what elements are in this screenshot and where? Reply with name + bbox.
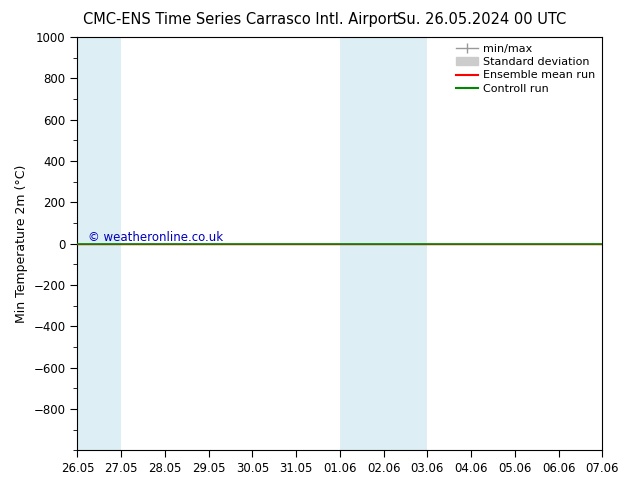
- Legend: min/max, Standard deviation, Ensemble mean run, Controll run: min/max, Standard deviation, Ensemble me…: [451, 39, 600, 98]
- Bar: [77, 37, 121, 450]
- Text: CMC-ENS Time Series Carrasco Intl. Airport: CMC-ENS Time Series Carrasco Intl. Airpo…: [83, 12, 399, 27]
- Bar: [340, 37, 427, 450]
- Text: Su. 26.05.2024 00 UTC: Su. 26.05.2024 00 UTC: [398, 12, 566, 27]
- Text: © weatheronline.co.uk: © weatheronline.co.uk: [88, 231, 223, 244]
- Y-axis label: Min Temperature 2m (°C): Min Temperature 2m (°C): [15, 165, 28, 323]
